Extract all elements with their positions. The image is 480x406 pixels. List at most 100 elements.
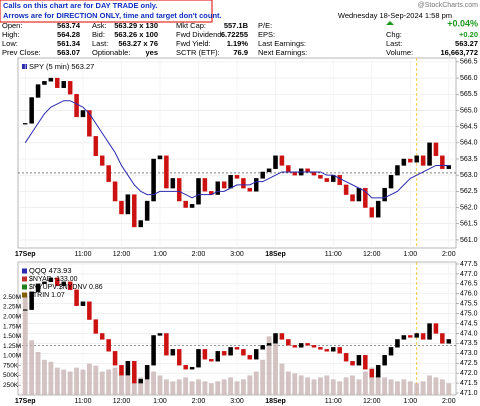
candle bbox=[176, 178, 182, 202]
indicator-text: $NYUPV:$NYDNV 0.86 bbox=[29, 284, 103, 291]
candle bbox=[196, 178, 201, 205]
candle bbox=[260, 171, 265, 179]
candle bbox=[279, 333, 285, 340]
x-tick-label: 18Sep bbox=[265, 251, 286, 258]
candle bbox=[408, 158, 413, 163]
candle bbox=[80, 301, 86, 306]
y-tick-label: 566.0 bbox=[460, 75, 478, 82]
candle bbox=[138, 220, 143, 228]
candle bbox=[433, 323, 439, 334]
candle bbox=[183, 200, 188, 208]
y-tick-label: 563.5 bbox=[460, 156, 478, 163]
brand: @StockCharts.com bbox=[418, 2, 479, 9]
candle bbox=[151, 158, 156, 202]
volume-bar bbox=[106, 369, 112, 395]
volume-bar bbox=[144, 379, 150, 395]
candle bbox=[273, 155, 278, 169]
field-label: High: bbox=[2, 30, 20, 39]
field-value: 563.26 x 100 bbox=[114, 30, 158, 39]
volume-bar bbox=[189, 381, 195, 395]
candle bbox=[138, 378, 143, 384]
candle bbox=[48, 77, 54, 82]
y2-tick-label: 2.50M bbox=[3, 294, 21, 301]
x-tick-label: 11:00 bbox=[325, 398, 342, 405]
candle bbox=[331, 347, 336, 352]
candle bbox=[446, 165, 452, 169]
volume-bar bbox=[99, 371, 105, 395]
y-tick-label: 474.0 bbox=[460, 330, 478, 337]
notice-text: Arrows are for DIRECTION ONLY, time and … bbox=[3, 11, 222, 20]
volume-bar bbox=[401, 379, 407, 395]
candle bbox=[215, 181, 220, 195]
volume-bar bbox=[67, 371, 73, 395]
x-tick-label: 1:00 bbox=[153, 251, 167, 258]
x-tick-label: 17Sep bbox=[15, 251, 36, 258]
candle bbox=[55, 77, 60, 88]
candle bbox=[401, 158, 407, 166]
candle bbox=[202, 178, 208, 192]
x-tick-label: 3:00 bbox=[230, 251, 244, 258]
volume-bar bbox=[183, 377, 189, 395]
volume-bar bbox=[228, 377, 234, 395]
y-tick-label: 471.0 bbox=[460, 390, 478, 397]
candle bbox=[382, 355, 387, 366]
field-value: 563.27 x 76 bbox=[118, 39, 158, 48]
x-tick-label: 12:00 bbox=[113, 398, 131, 405]
quote-value: +0.20 bbox=[459, 30, 478, 39]
field-value: 561.34 bbox=[57, 39, 81, 48]
field-label: Optionable: bbox=[92, 48, 130, 57]
field-value: 557.1B bbox=[224, 21, 249, 30]
candle bbox=[132, 361, 137, 384]
candle bbox=[408, 335, 413, 338]
x-tick-label: 2:00 bbox=[442, 251, 456, 258]
x-tick-label: 12:00 bbox=[113, 251, 131, 258]
candle bbox=[356, 355, 362, 366]
volume-bar bbox=[292, 373, 298, 395]
candle bbox=[247, 355, 253, 360]
field-label: Mkt Cap: bbox=[176, 21, 206, 30]
y2-tick-label: 500K bbox=[3, 372, 19, 379]
candle bbox=[35, 283, 41, 292]
candle bbox=[382, 187, 387, 202]
field-label: Next Earnings: bbox=[258, 48, 307, 57]
volume-bar bbox=[253, 371, 259, 395]
candle bbox=[369, 207, 375, 218]
candle bbox=[318, 347, 323, 350]
legend-swatch bbox=[22, 292, 27, 298]
candle bbox=[414, 333, 419, 338]
candle bbox=[151, 335, 156, 366]
volume-bar bbox=[215, 381, 221, 395]
x-tick-label: 2:00 bbox=[192, 251, 206, 258]
candle bbox=[337, 347, 342, 354]
candle bbox=[189, 204, 195, 208]
candle bbox=[119, 200, 124, 215]
candle bbox=[215, 351, 220, 362]
legend-swatch bbox=[22, 268, 27, 274]
candle bbox=[196, 349, 201, 368]
volume-bar bbox=[407, 381, 413, 395]
volume-bar bbox=[93, 365, 99, 395]
volume-bar bbox=[285, 371, 291, 395]
candle bbox=[395, 339, 400, 348]
volume-bar bbox=[29, 340, 35, 395]
candle bbox=[440, 333, 445, 344]
field-value: 6.72255 bbox=[221, 30, 248, 39]
candle bbox=[29, 291, 34, 310]
candle bbox=[311, 345, 317, 348]
volume-bar bbox=[157, 375, 163, 395]
candle bbox=[388, 347, 394, 356]
volume-bar bbox=[170, 381, 176, 395]
volume-bar bbox=[61, 369, 67, 395]
volume-bar bbox=[112, 367, 118, 395]
y-tick-label: 473.5 bbox=[460, 340, 478, 347]
candle bbox=[350, 361, 355, 366]
volume-bar bbox=[395, 381, 400, 395]
y-tick-label: 563.0 bbox=[460, 172, 478, 179]
field-label: Last: bbox=[92, 39, 108, 48]
candle bbox=[164, 333, 169, 356]
volume-bar bbox=[208, 383, 214, 395]
candle bbox=[42, 281, 47, 285]
candle bbox=[144, 200, 150, 221]
field-value: 1.19% bbox=[227, 39, 249, 48]
